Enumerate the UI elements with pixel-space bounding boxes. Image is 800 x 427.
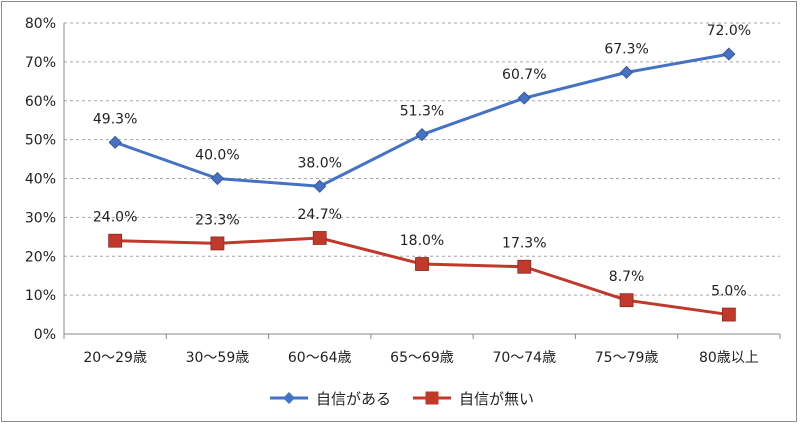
data-label: 24.0%: [93, 210, 137, 226]
x-tick-label: 30～59歳: [186, 350, 250, 366]
legend-marker-square: [425, 391, 439, 405]
y-tick-label: 30%: [25, 210, 56, 226]
data-point-square: [721, 307, 736, 322]
data-label: 49.3%: [93, 111, 137, 127]
x-tick-label: 65～69歳: [390, 350, 454, 366]
y-tick-label: 70%: [25, 55, 56, 71]
legend-label-1: 自信がある: [316, 390, 391, 408]
data-point-square: [210, 236, 225, 251]
legend-marker-diamond: [283, 392, 295, 404]
data-point-square: [619, 293, 634, 308]
data-label: 8.7%: [609, 269, 645, 285]
data-label: 18.0%: [400, 233, 444, 249]
data-point-diamond: [108, 135, 122, 149]
data-point-diamond: [313, 179, 327, 193]
y-tick-label: 10%: [25, 288, 56, 304]
y-tick-label: 80%: [25, 16, 56, 32]
data-label: 38.0%: [297, 155, 341, 171]
y-tick-label: 50%: [25, 133, 56, 149]
x-tick-label: 80歳以上: [699, 350, 759, 366]
x-tick-label: 70～74歳: [492, 350, 556, 366]
data-label: 51.3%: [400, 104, 444, 120]
series-line-1: [114, 52, 730, 188]
data-label: 40.0%: [195, 148, 239, 164]
data-label: 17.3%: [502, 236, 546, 252]
data-point-square: [517, 259, 532, 274]
y-tick-label: 20%: [25, 249, 56, 265]
x-tick-label: 20～29歳: [83, 350, 147, 366]
data-label: 60.7%: [502, 67, 546, 83]
x-tick-label: 75～79歳: [595, 350, 659, 366]
data-point-diamond: [722, 47, 736, 61]
data-point-diamond: [620, 65, 634, 79]
x-tick-label: 60～64歳: [288, 350, 352, 366]
data-point-diamond: [415, 128, 429, 142]
data-label: 67.3%: [604, 41, 648, 57]
data-label: 5.0%: [711, 284, 747, 300]
data-label: 72.0%: [707, 23, 751, 39]
y-tick-label: 0%: [34, 327, 56, 343]
data-point-diamond: [517, 91, 531, 105]
data-label: 23.3%: [195, 212, 239, 228]
data-point-square: [415, 257, 429, 271]
data-point-square: [108, 233, 123, 248]
data-point-square: [312, 231, 327, 245]
legend-label-2: 自信が無い: [459, 390, 534, 408]
data-label: 24.7%: [297, 207, 341, 223]
y-tick-label: 60%: [25, 94, 56, 110]
data-point-diamond: [210, 171, 224, 186]
y-tick-label: 40%: [25, 172, 56, 188]
